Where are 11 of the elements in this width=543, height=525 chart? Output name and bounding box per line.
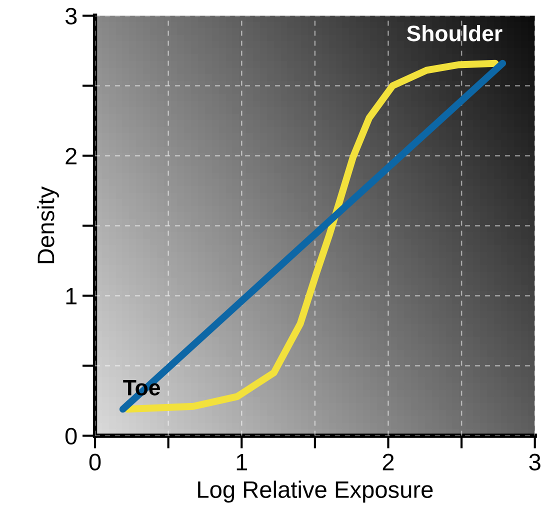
y-axis-title: Density (36, 186, 59, 264)
x-axis-title: Log Relative Exposure (198, 480, 433, 503)
y-tick-label: 3 (65, 8, 77, 25)
y-tick-label: 1 (66, 288, 77, 304)
x-tick-label: 1 (236, 454, 248, 470)
x-tick-label: 3 (529, 454, 540, 470)
y-tick-label: 2 (66, 148, 76, 164)
annotation: Shoulder (406, 25, 502, 42)
y-tick-label: 0 (65, 428, 77, 445)
x-tick-label: 0 (89, 454, 101, 470)
x-tick-label: 2 (382, 454, 394, 470)
